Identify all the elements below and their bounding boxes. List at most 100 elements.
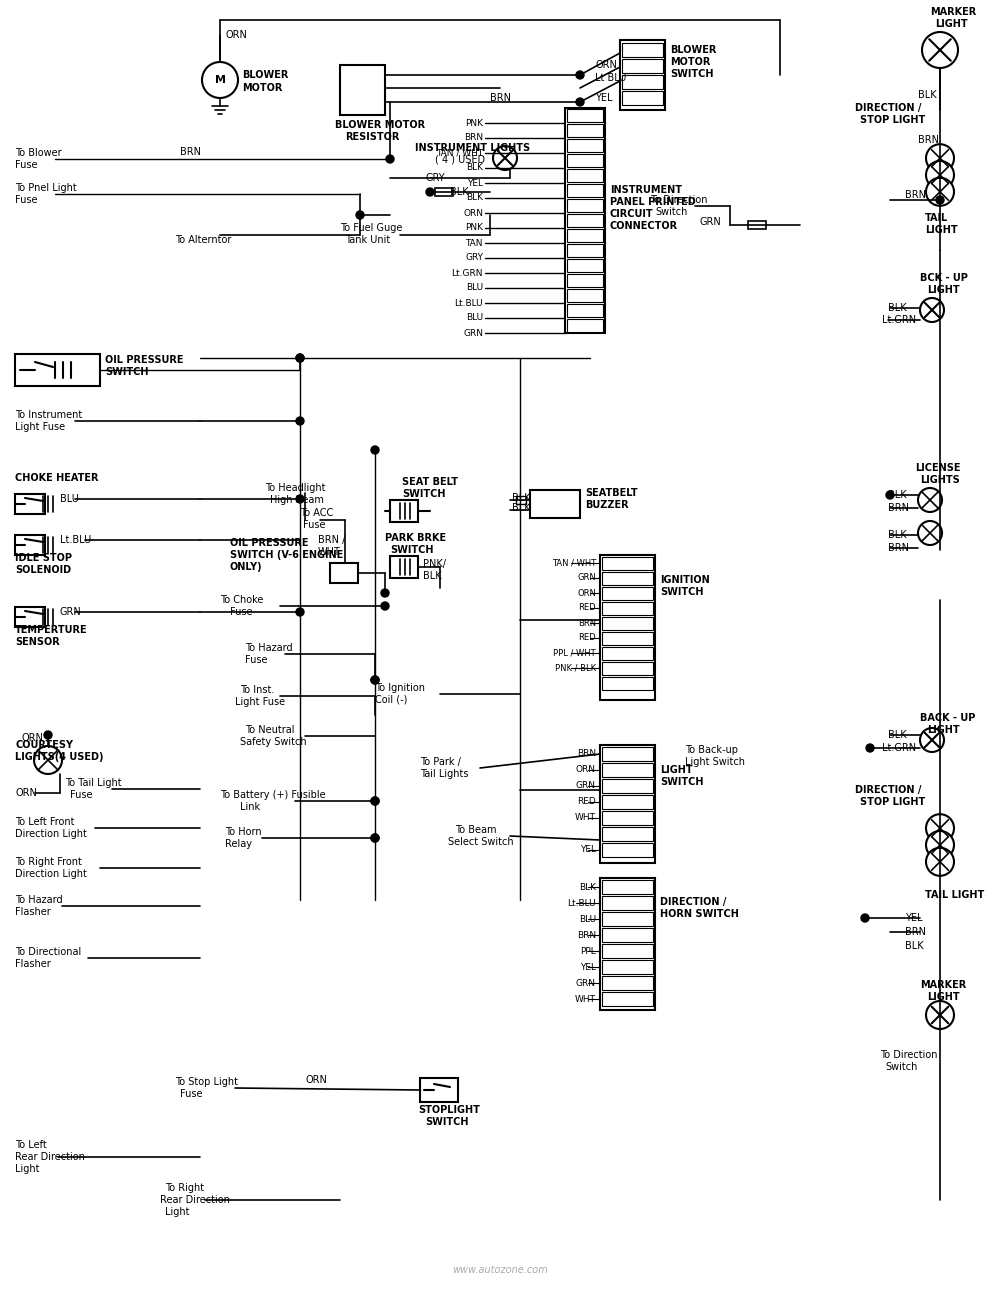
Bar	[602, 763, 653, 777]
Text: PNK / BLK: PNK / BLK	[555, 663, 596, 672]
Bar	[567, 140, 603, 153]
Bar	[602, 992, 653, 1006]
Circle shape	[926, 162, 954, 189]
Text: BLK: BLK	[512, 503, 531, 513]
Text: LIGHT: LIGHT	[927, 992, 960, 1002]
Bar	[567, 199, 603, 212]
Text: LIGHT: LIGHT	[925, 225, 958, 235]
Text: ORN: ORN	[22, 733, 44, 743]
Circle shape	[386, 155, 394, 163]
Circle shape	[926, 145, 954, 172]
Bar	[567, 154, 603, 167]
Text: STOP LIGHT: STOP LIGHT	[860, 796, 925, 807]
Circle shape	[296, 354, 304, 362]
Text: LICENSE: LICENSE	[915, 463, 960, 473]
Text: To Alterntor: To Alterntor	[175, 235, 231, 244]
Text: To Right: To Right	[165, 1183, 204, 1193]
Circle shape	[371, 834, 379, 842]
Text: GRY: GRY	[425, 173, 445, 184]
Text: To Hazard: To Hazard	[15, 895, 63, 905]
Text: To Stop Light: To Stop Light	[175, 1077, 238, 1087]
Bar	[602, 912, 653, 926]
Text: Fuse: Fuse	[180, 1089, 202, 1099]
Text: Rear Direction: Rear Direction	[160, 1195, 230, 1205]
Text: TAN / WHT: TAN / WHT	[552, 559, 596, 568]
Text: BLU: BLU	[466, 313, 483, 322]
Text: To Left: To Left	[15, 1140, 47, 1149]
Text: PPL / WHT: PPL / WHT	[553, 649, 596, 658]
Text: IDLE STOP: IDLE STOP	[15, 553, 72, 562]
Text: HORN SWITCH: HORN SWITCH	[660, 909, 739, 919]
Circle shape	[371, 446, 379, 454]
Text: Fuse: Fuse	[15, 160, 38, 169]
Bar	[622, 59, 663, 72]
Text: Light Fuse: Light Fuse	[235, 697, 285, 707]
Bar	[602, 843, 653, 857]
Bar	[15, 494, 45, 515]
Text: PNK: PNK	[465, 224, 483, 233]
Circle shape	[371, 796, 379, 806]
Bar	[435, 187, 453, 197]
Text: To Instrument: To Instrument	[15, 410, 82, 420]
Bar	[567, 184, 603, 197]
Text: BLK: BLK	[423, 572, 442, 581]
Circle shape	[356, 211, 364, 219]
Circle shape	[371, 834, 379, 842]
Circle shape	[371, 796, 379, 806]
Bar	[600, 555, 655, 700]
Text: WHT: WHT	[318, 547, 341, 557]
Text: OIL PRESSURE: OIL PRESSURE	[230, 538, 308, 548]
Bar	[602, 632, 653, 645]
Circle shape	[926, 178, 954, 206]
Text: BLK: BLK	[888, 490, 907, 500]
Bar	[748, 221, 766, 229]
Text: RED: RED	[577, 798, 596, 807]
Bar	[620, 40, 665, 110]
Text: PNK/: PNK/	[423, 559, 446, 569]
Bar	[602, 646, 653, 659]
Text: Safety Switch: Safety Switch	[240, 737, 307, 747]
Text: GRN: GRN	[576, 979, 596, 988]
Text: Light Switch: Light Switch	[685, 756, 745, 767]
Text: BRN: BRN	[180, 147, 201, 156]
Circle shape	[936, 197, 944, 204]
Bar	[600, 745, 655, 862]
Text: TAN: TAN	[466, 238, 483, 247]
Text: BRN: BRN	[464, 133, 483, 142]
Bar	[602, 587, 653, 600]
Text: ORN: ORN	[463, 208, 483, 217]
Text: LIGHT: LIGHT	[927, 284, 960, 295]
Text: To Headlight: To Headlight	[265, 484, 326, 493]
Circle shape	[381, 590, 389, 597]
Text: LIGHTS: LIGHTS	[920, 475, 960, 485]
Bar	[565, 109, 605, 334]
Text: GRN: GRN	[577, 574, 596, 583]
Text: PPL: PPL	[580, 946, 596, 956]
Text: BRN: BRN	[905, 190, 926, 200]
Text: Tail Lights: Tail Lights	[420, 769, 468, 778]
Bar	[567, 124, 603, 137]
Text: Select Switch: Select Switch	[448, 837, 514, 847]
Text: Fuse: Fuse	[70, 790, 92, 800]
Text: BLK: BLK	[888, 303, 907, 313]
Text: TAIL: TAIL	[925, 213, 948, 222]
Text: MOTOR: MOTOR	[670, 57, 710, 67]
Bar	[602, 662, 653, 675]
Text: LIGHT: LIGHT	[935, 19, 968, 28]
Text: COURTESY: COURTESY	[15, 740, 73, 750]
Bar	[602, 557, 653, 570]
Text: BLOWER MOTOR: BLOWER MOTOR	[335, 120, 425, 131]
Text: Relay: Relay	[225, 839, 252, 850]
Circle shape	[926, 831, 954, 859]
Circle shape	[920, 728, 944, 753]
Circle shape	[296, 418, 304, 425]
Text: CHOKE HEATER: CHOKE HEATER	[15, 473, 98, 484]
Text: Flasher: Flasher	[15, 959, 51, 968]
Text: GRN: GRN	[576, 781, 596, 790]
Text: SWITCH: SWITCH	[425, 1117, 468, 1127]
Text: Switch: Switch	[655, 207, 687, 217]
Circle shape	[296, 354, 304, 362]
Text: CIRCUIT: CIRCUIT	[610, 209, 654, 219]
Text: LIGHTS(4 USED): LIGHTS(4 USED)	[15, 753, 104, 762]
Bar	[567, 109, 603, 122]
